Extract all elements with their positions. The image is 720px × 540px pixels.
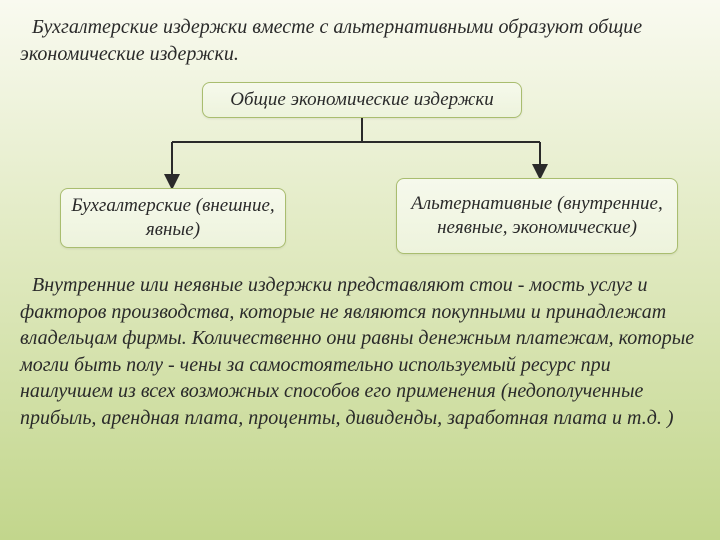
node-right-label: Альтернативные (внутренние, неявные, эко… — [397, 192, 677, 240]
node-right-alternative: Альтернативные (внутренние, неявные, эко… — [396, 178, 678, 254]
body-paragraph: Внутренние или неявные издержки представ… — [20, 272, 700, 432]
node-left-label: Бухгалтерские (внешние, явные) — [61, 194, 285, 242]
hierarchy-diagram: Общие экономические издержки Бухгалтерск… — [20, 82, 700, 258]
node-left-accounting: Бухгалтерские (внешние, явные) — [60, 188, 286, 248]
node-top-label: Общие экономические издержки — [230, 89, 493, 111]
intro-paragraph: Бухгалтерские издержки вместе с альтерна… — [20, 14, 700, 68]
node-top-total-costs: Общие экономические издержки — [202, 82, 522, 118]
